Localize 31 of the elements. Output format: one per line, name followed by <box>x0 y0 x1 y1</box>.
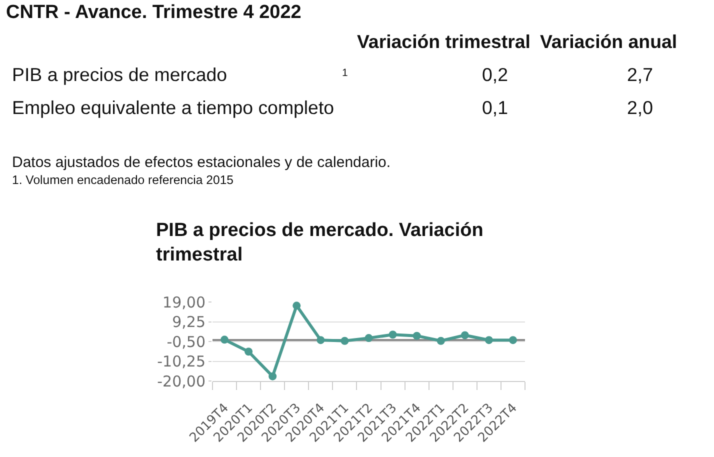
point <box>292 302 301 310</box>
text: 1 <box>342 67 348 79</box>
point <box>364 334 373 342</box>
text: Variación anual <box>540 31 678 52</box>
point <box>244 348 253 356</box>
text: CNTR - Avance. Trimestre 4 2022 <box>6 2 302 23</box>
y-tick-label: -10,25 <box>157 352 206 370</box>
data-label: 0,1 <box>482 97 508 118</box>
text: Variación trimestral <box>357 31 530 52</box>
chart-title: PIB a precios de mercado. Variación trimestral <box>156 220 484 266</box>
y-tick-label: -20,00 <box>157 372 206 390</box>
point <box>268 372 277 380</box>
point <box>340 336 349 345</box>
point <box>484 336 493 344</box>
point <box>508 336 517 344</box>
point <box>460 331 469 340</box>
data-label: 2,7 <box>627 64 653 85</box>
y-tick-label: 9,25 <box>172 313 206 331</box>
point <box>220 336 229 344</box>
category-label: PIB a precios de mercado <box>12 64 228 85</box>
category-label: Empleo equivalente a tiempo completo <box>12 97 334 118</box>
text: 1. Volumen encadenado referencia 2015 <box>12 173 234 187</box>
data-label: 2,0 <box>627 97 653 118</box>
point <box>388 330 397 339</box>
text: Datos ajustados de efectos estacionales y de calendario. <box>12 154 391 171</box>
y-tick-label: 19,00 <box>162 293 206 312</box>
point <box>316 336 325 344</box>
point <box>412 332 421 340</box>
y-tick-label: -0,50 <box>166 332 206 351</box>
point <box>436 336 445 345</box>
data-label: 0,2 <box>482 64 508 85</box>
